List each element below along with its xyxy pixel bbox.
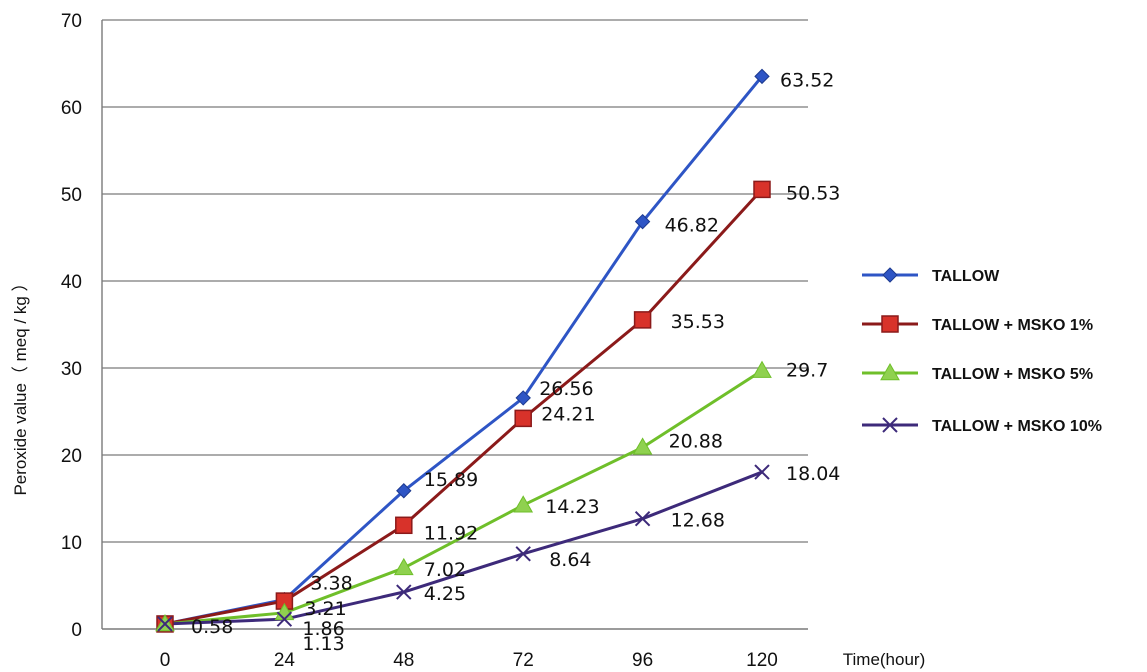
legend: TALLOW TALLOW + MSKO 1% TALLOW + MSKO 5% TA… [862, 267, 1102, 435]
data-label: 18.04 [786, 463, 840, 485]
legend-label: TALLOW + MSKO 10% [932, 418, 1102, 435]
x-marker-stroke [882, 417, 898, 433]
data-label: 12.68 [671, 510, 725, 532]
x-tick-label: 0 [160, 650, 171, 671]
data-point [395, 516, 413, 535]
data-label: 0.58 [191, 616, 233, 638]
data-label: 14.23 [545, 496, 599, 518]
x-marker-stroke [515, 546, 531, 562]
data-point [515, 390, 531, 406]
series-lines [164, 75, 764, 626]
data-labels: 0.58 3.38 15.89 26.56 46.82 63.52 3.21 11.92 24.… [191, 69, 840, 655]
data-point [754, 68, 770, 85]
data-point [514, 409, 532, 428]
data-label: 3.38 [310, 573, 352, 595]
data-label: 63.52 [780, 69, 834, 91]
data-label: 1.13 [302, 633, 344, 655]
legend-marker [882, 417, 898, 433]
data-point [393, 557, 414, 576]
x-tick-label: 120 [746, 650, 778, 671]
x-tick-label: 48 [393, 650, 414, 671]
legend-marker [882, 267, 898, 283]
grid-lines [102, 19, 808, 543]
data-label: 8.64 [549, 549, 591, 571]
legend-marker [880, 362, 900, 381]
y-tick-label: 50 [61, 185, 82, 206]
data-point [157, 616, 173, 632]
x-marker-stroke [754, 464, 770, 480]
x-marker-stroke [157, 616, 173, 632]
data-point [396, 483, 412, 499]
data-point [634, 510, 651, 527]
legend-marker [881, 315, 899, 333]
data-label: 11.92 [424, 522, 478, 544]
y-tick-label: 40 [61, 272, 82, 293]
series-line-3 [164, 369, 763, 626]
x-tick-label: 72 [513, 650, 534, 671]
data-point [515, 546, 531, 562]
x-marker-stroke [634, 510, 651, 527]
data-label: 3.21 [304, 598, 346, 620]
x-marker-stroke [276, 611, 293, 627]
data-point [276, 611, 293, 627]
data-point [396, 584, 412, 600]
y-axis-title: Peroxide value（ meq / kg ） [11, 274, 30, 495]
data-label: 4.25 [424, 583, 466, 605]
axes: 0 10 20 30 40 50 60 70 0 24 48 72 96 120 [61, 11, 808, 671]
legend-label: TALLOW + MSKO 1% [932, 317, 1093, 334]
legend-item: TALLOW [862, 267, 1000, 285]
x-tick-label: 24 [274, 650, 296, 671]
data-point [752, 360, 772, 378]
legend-label: TALLOW [932, 268, 1000, 285]
y-tick-label: 70 [61, 11, 82, 32]
data-label: 29.7 [786, 360, 828, 382]
data-label: 35.53 [671, 311, 725, 333]
y-tick-label: 20 [61, 446, 82, 467]
data-label: 1.86 [302, 618, 344, 640]
data-point [513, 495, 534, 513]
y-tick-label: 60 [61, 98, 82, 119]
data-label: 7.02 [424, 559, 466, 581]
data-point [633, 311, 652, 329]
x-marker-stroke [396, 584, 412, 600]
legend-label: TALLOW + MSKO 5% [932, 366, 1093, 383]
data-point [754, 464, 770, 480]
series-markers [155, 68, 772, 633]
legend-item: TALLOW + MSKO 10% [862, 417, 1102, 435]
data-label: 20.88 [669, 430, 723, 452]
data-label: 46.82 [665, 215, 719, 237]
series-line-2 [164, 188, 764, 626]
y-tick-label: 0 [71, 620, 82, 641]
x-tick-label: 96 [632, 650, 653, 671]
x-axis-title: Time(hour) [843, 650, 926, 669]
y-tick-label: 10 [61, 533, 82, 554]
data-label: 24.21 [541, 403, 595, 425]
y-tick-label: 30 [61, 359, 82, 380]
data-point [634, 213, 651, 230]
data-label: 15.89 [424, 469, 478, 491]
data-label: 26.56 [539, 378, 593, 400]
data-point [753, 180, 771, 199]
legend-item: TALLOW + MSKO 5% [862, 362, 1093, 383]
series-line-4 [164, 470, 763, 626]
data-label: 50.53 [786, 182, 840, 204]
data-point [632, 437, 653, 455]
legend-item: TALLOW + MSKO 1% [862, 315, 1093, 334]
